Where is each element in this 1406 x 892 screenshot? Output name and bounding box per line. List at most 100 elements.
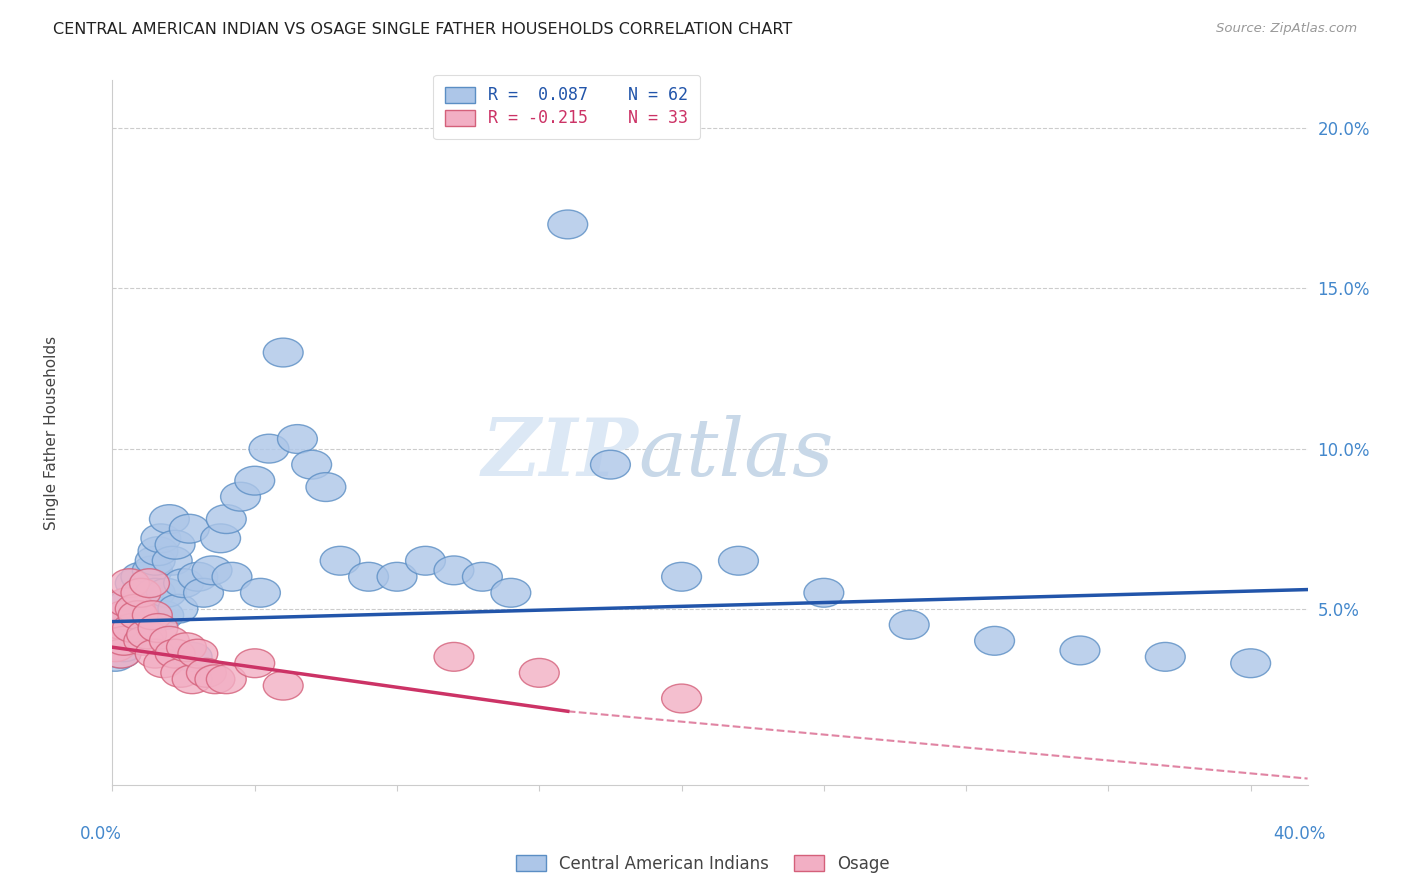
- Ellipse shape: [110, 569, 149, 598]
- Ellipse shape: [974, 626, 1015, 656]
- Ellipse shape: [307, 473, 346, 501]
- Ellipse shape: [121, 578, 160, 607]
- Ellipse shape: [101, 640, 141, 668]
- Ellipse shape: [143, 648, 184, 678]
- Ellipse shape: [104, 632, 143, 662]
- Ellipse shape: [127, 620, 166, 648]
- Ellipse shape: [591, 450, 630, 479]
- Ellipse shape: [112, 614, 152, 642]
- Ellipse shape: [141, 524, 181, 553]
- Ellipse shape: [129, 569, 169, 598]
- Text: Source: ZipAtlas.com: Source: ZipAtlas.com: [1216, 22, 1357, 36]
- Ellipse shape: [235, 648, 274, 678]
- Ellipse shape: [377, 562, 418, 591]
- Ellipse shape: [104, 601, 143, 630]
- Ellipse shape: [157, 594, 198, 624]
- Ellipse shape: [321, 546, 360, 575]
- Ellipse shape: [463, 562, 502, 591]
- Ellipse shape: [138, 537, 179, 566]
- Ellipse shape: [135, 640, 176, 668]
- Ellipse shape: [149, 626, 190, 656]
- Ellipse shape: [118, 601, 157, 630]
- Ellipse shape: [96, 642, 135, 672]
- Ellipse shape: [187, 658, 226, 687]
- Ellipse shape: [1230, 648, 1271, 678]
- Ellipse shape: [173, 665, 212, 694]
- Ellipse shape: [173, 642, 212, 672]
- Ellipse shape: [240, 578, 280, 607]
- Ellipse shape: [155, 531, 195, 559]
- Ellipse shape: [152, 546, 193, 575]
- Ellipse shape: [548, 210, 588, 239]
- Ellipse shape: [1146, 642, 1185, 672]
- Text: CENTRAL AMERICAN INDIAN VS OSAGE SINGLE FATHER HOUSEHOLDS CORRELATION CHART: CENTRAL AMERICAN INDIAN VS OSAGE SINGLE …: [53, 22, 793, 37]
- Ellipse shape: [138, 614, 179, 642]
- Ellipse shape: [149, 505, 190, 533]
- Ellipse shape: [179, 640, 218, 668]
- Ellipse shape: [98, 626, 138, 656]
- Ellipse shape: [434, 642, 474, 672]
- Ellipse shape: [118, 594, 157, 624]
- Ellipse shape: [129, 569, 169, 598]
- Ellipse shape: [179, 562, 218, 591]
- Ellipse shape: [349, 562, 388, 591]
- Ellipse shape: [112, 610, 152, 640]
- Ellipse shape: [890, 610, 929, 640]
- Text: 0.0%: 0.0%: [80, 825, 122, 843]
- Ellipse shape: [135, 546, 176, 575]
- Ellipse shape: [195, 665, 235, 694]
- Text: 40.0%: 40.0%: [1272, 825, 1326, 843]
- Ellipse shape: [169, 515, 209, 543]
- Ellipse shape: [166, 632, 207, 662]
- Ellipse shape: [662, 562, 702, 591]
- Text: atlas: atlas: [638, 415, 834, 492]
- Ellipse shape: [193, 556, 232, 585]
- Ellipse shape: [201, 524, 240, 553]
- Ellipse shape: [98, 620, 138, 648]
- Ellipse shape: [146, 578, 187, 607]
- Ellipse shape: [662, 684, 702, 713]
- Text: Single Father Households: Single Father Households: [44, 335, 59, 530]
- Ellipse shape: [143, 601, 184, 630]
- Ellipse shape: [115, 594, 155, 624]
- Ellipse shape: [405, 546, 446, 575]
- Ellipse shape: [434, 556, 474, 585]
- Ellipse shape: [249, 434, 288, 463]
- Ellipse shape: [804, 578, 844, 607]
- Ellipse shape: [101, 610, 141, 640]
- Text: ZIP: ZIP: [481, 415, 638, 492]
- Ellipse shape: [263, 672, 304, 700]
- Ellipse shape: [107, 588, 146, 616]
- Ellipse shape: [155, 640, 195, 668]
- Ellipse shape: [96, 632, 135, 662]
- Ellipse shape: [221, 483, 260, 511]
- Ellipse shape: [263, 338, 304, 367]
- Ellipse shape: [212, 562, 252, 591]
- Ellipse shape: [491, 578, 531, 607]
- Ellipse shape: [207, 665, 246, 694]
- Ellipse shape: [127, 601, 166, 630]
- Ellipse shape: [115, 569, 155, 598]
- Ellipse shape: [121, 610, 160, 640]
- Ellipse shape: [292, 450, 332, 479]
- Ellipse shape: [135, 578, 176, 607]
- Ellipse shape: [107, 601, 146, 630]
- Ellipse shape: [129, 594, 169, 624]
- Ellipse shape: [1060, 636, 1099, 665]
- Legend: R =  0.087    N = 62, R = -0.215    N = 33: R = 0.087 N = 62, R = -0.215 N = 33: [433, 75, 700, 139]
- Ellipse shape: [110, 588, 149, 616]
- Ellipse shape: [519, 658, 560, 687]
- Ellipse shape: [163, 569, 204, 598]
- Ellipse shape: [104, 626, 143, 656]
- Ellipse shape: [277, 425, 318, 453]
- Ellipse shape: [132, 601, 173, 630]
- Ellipse shape: [124, 578, 163, 607]
- Ellipse shape: [121, 562, 160, 591]
- Legend: Central American Indians, Osage: Central American Indians, Osage: [509, 848, 897, 880]
- Ellipse shape: [124, 626, 163, 656]
- Ellipse shape: [101, 620, 141, 648]
- Ellipse shape: [160, 658, 201, 687]
- Ellipse shape: [107, 626, 146, 656]
- Ellipse shape: [235, 467, 274, 495]
- Ellipse shape: [101, 640, 141, 668]
